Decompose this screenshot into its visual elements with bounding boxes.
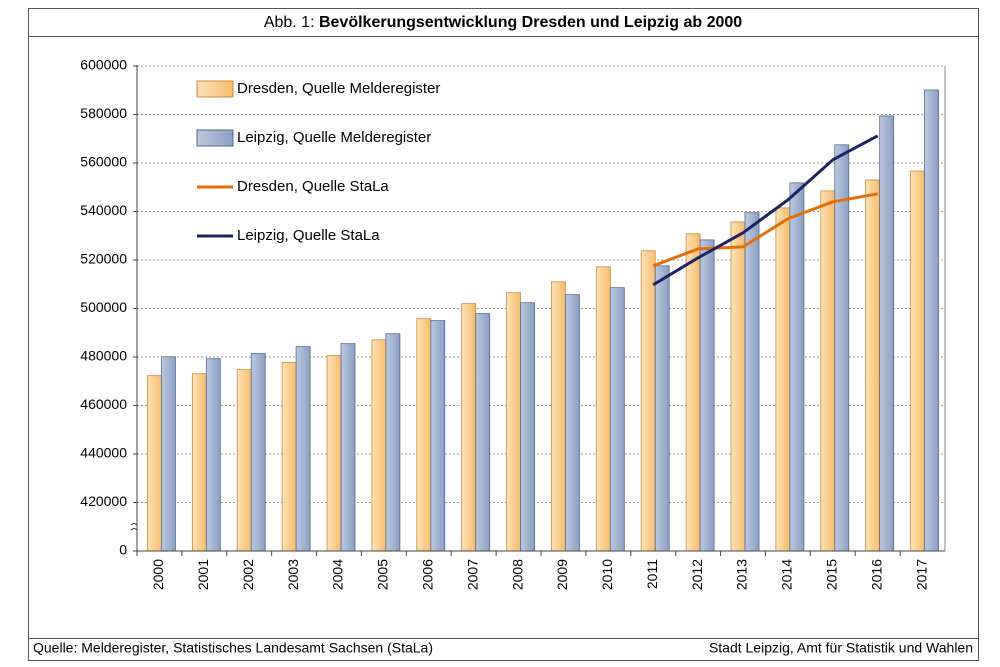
bar bbox=[340, 343, 356, 552]
legend-label: Leipzig, Quelle StaLa bbox=[237, 227, 380, 244]
x-tick-label: 2010 bbox=[599, 559, 615, 590]
bar bbox=[236, 369, 252, 552]
y-tick-label: 560000 bbox=[80, 154, 127, 170]
x-tick-label: 2002 bbox=[240, 559, 256, 590]
y-tick-label: 480000 bbox=[80, 348, 127, 364]
title-prefix: Abb. 1: bbox=[264, 14, 315, 31]
bar bbox=[191, 373, 207, 552]
bar bbox=[506, 292, 521, 552]
bar bbox=[595, 266, 611, 552]
x-tick-label: 2003 bbox=[285, 559, 301, 590]
legend-label: Dresden, Quelle StaLa bbox=[237, 178, 389, 195]
frame bbox=[28, 8, 979, 661]
legend-swatch bbox=[196, 80, 234, 98]
bar bbox=[820, 190, 836, 552]
bar bbox=[430, 320, 446, 552]
x-tick-label: 2005 bbox=[375, 559, 391, 590]
bar bbox=[551, 281, 566, 552]
bar bbox=[744, 212, 760, 552]
legend-label: Leipzig, Quelle Melderegister bbox=[237, 129, 431, 146]
bar bbox=[416, 318, 432, 552]
bar bbox=[834, 144, 850, 552]
legend-label: Dresden, Quelle Melderegister bbox=[237, 80, 440, 97]
bar bbox=[250, 353, 266, 552]
y-tick-label: 600000 bbox=[80, 57, 127, 73]
x-tick-label: 2012 bbox=[689, 559, 705, 590]
axis-break bbox=[130, 523, 138, 531]
bar bbox=[461, 303, 477, 552]
x-tick-label: 2013 bbox=[734, 559, 750, 590]
bar bbox=[295, 346, 311, 552]
y-tick-label: 500000 bbox=[80, 299, 127, 315]
x-tick-label: 2011 bbox=[644, 559, 660, 589]
bar bbox=[385, 333, 401, 552]
x-tick-label: 2015 bbox=[823, 559, 839, 590]
bar bbox=[699, 239, 715, 552]
y-tick-label: 440000 bbox=[80, 445, 127, 461]
y-tick-label: 580000 bbox=[80, 105, 127, 121]
bar bbox=[789, 182, 805, 552]
x-tick-label: 2006 bbox=[419, 559, 435, 590]
bar bbox=[924, 89, 939, 552]
x-tick-label: 2009 bbox=[554, 559, 570, 590]
y-tick-label: 460000 bbox=[80, 396, 127, 412]
bar bbox=[520, 302, 535, 552]
bar bbox=[161, 356, 176, 552]
bar bbox=[205, 358, 221, 552]
bar bbox=[609, 287, 625, 552]
legend-swatch bbox=[196, 129, 234, 147]
title-main: Bevölkerungsentwicklung Dresden und Leip… bbox=[319, 14, 742, 31]
chart-title: Abb. 1: Bevölkerungsentwicklung Dresden … bbox=[264, 14, 742, 31]
y-tick-label: 520000 bbox=[80, 251, 127, 267]
x-tick-label: 2017 bbox=[913, 559, 929, 590]
credit: Stadt Leipzig, Amt für Statistik und Wah… bbox=[709, 640, 973, 656]
bar bbox=[371, 339, 387, 552]
bar bbox=[281, 362, 297, 552]
bar bbox=[910, 170, 925, 552]
x-tick-label: 2008 bbox=[509, 559, 525, 590]
x-tick-label: 2014 bbox=[779, 559, 795, 590]
y-tick-label: 540000 bbox=[80, 202, 127, 218]
line bbox=[652, 134, 879, 287]
bar bbox=[147, 375, 162, 552]
bar bbox=[640, 250, 656, 552]
bar bbox=[565, 294, 580, 552]
source: Quelle: Melderegister, Statistisches Lan… bbox=[33, 640, 433, 656]
bar bbox=[654, 265, 670, 552]
x-tick-label: 2000 bbox=[150, 559, 166, 590]
bar bbox=[475, 313, 491, 552]
x-tick-label: 2001 bbox=[195, 559, 211, 590]
bar bbox=[685, 233, 701, 552]
y-tick-label: 0 bbox=[119, 542, 127, 558]
y-tick-label: 420000 bbox=[80, 493, 127, 509]
bar bbox=[865, 179, 881, 552]
bar bbox=[879, 115, 895, 552]
line bbox=[652, 192, 878, 268]
x-tick-label: 2004 bbox=[330, 559, 346, 590]
bar bbox=[326, 355, 342, 552]
x-tick-label: 2016 bbox=[868, 559, 884, 590]
bar bbox=[775, 207, 791, 552]
bar bbox=[730, 221, 746, 552]
x-tick-label: 2007 bbox=[464, 559, 480, 590]
